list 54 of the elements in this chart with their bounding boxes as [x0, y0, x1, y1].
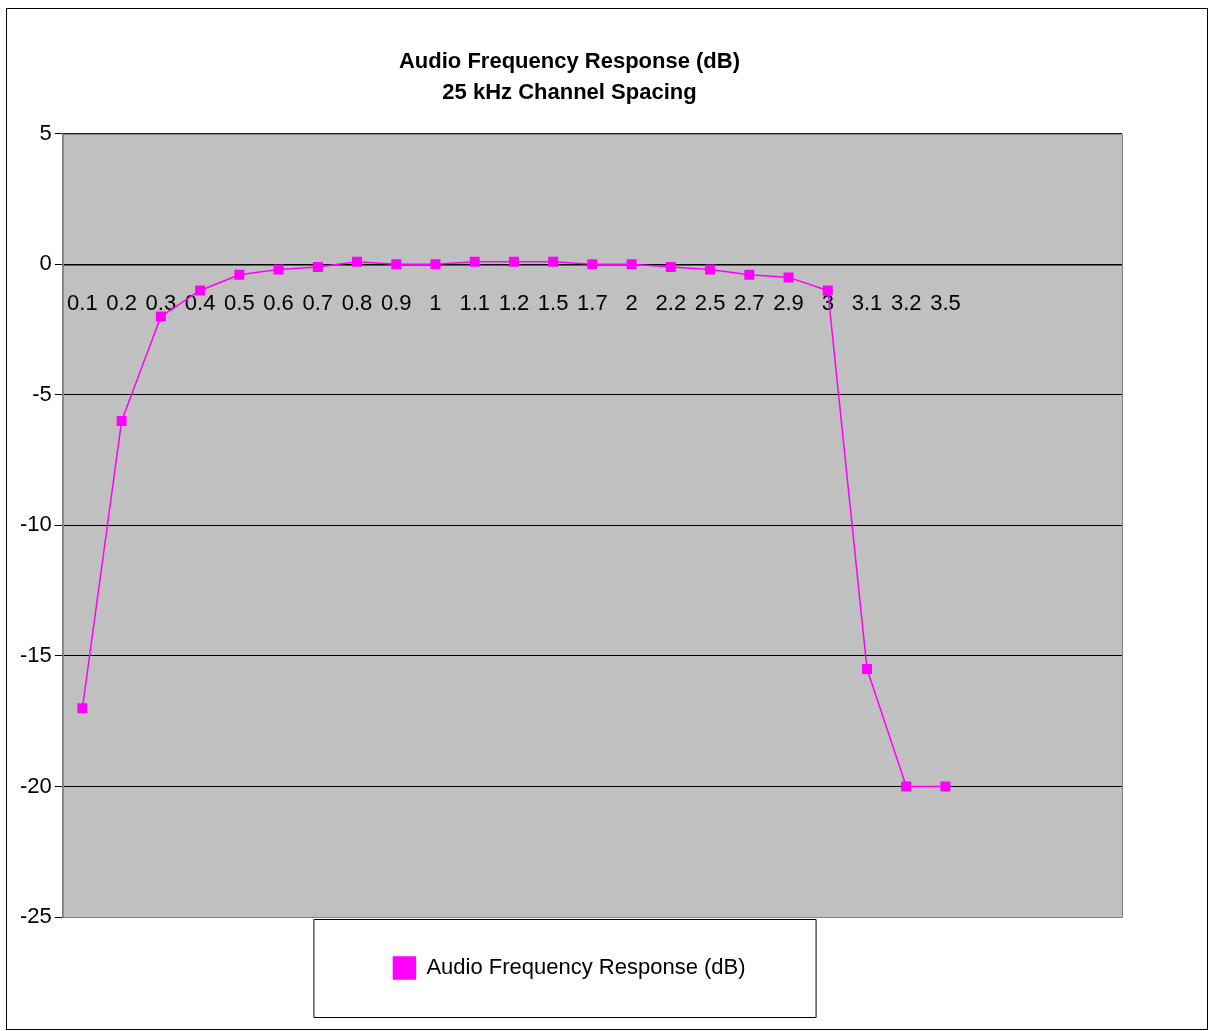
x-tick-label: 1.1 — [459, 289, 491, 315]
x-tick-label: 3.5 — [930, 289, 961, 315]
point — [705, 264, 716, 275]
x-tick-label: 3.2 — [890, 289, 922, 315]
y-tick-label: 5 — [39, 119, 52, 145]
point — [77, 703, 88, 714]
chart-subtitle: 25 kHz Channel Spacing — [442, 78, 697, 104]
point — [273, 264, 284, 275]
point — [901, 781, 912, 792]
x-tick-label: 2 — [625, 289, 638, 315]
point — [783, 272, 794, 283]
x-tick-label: 0.1 — [67, 289, 98, 315]
point — [508, 256, 519, 267]
legend-label: Audio Frequency Response (dB) — [426, 954, 746, 980]
point — [430, 259, 441, 270]
point — [155, 311, 166, 322]
x-tick-label: 0.9 — [380, 289, 412, 315]
point — [195, 285, 206, 296]
x-tick-label: 2.2 — [655, 289, 687, 315]
point — [587, 259, 598, 270]
x-tick-label: 0.3 — [145, 289, 177, 315]
x-tick-label: 2.5 — [694, 289, 726, 315]
point — [665, 261, 676, 272]
point — [862, 663, 872, 674]
point — [626, 259, 637, 270]
point — [940, 781, 951, 792]
x-tick-label: 0.5 — [224, 289, 255, 315]
point — [391, 259, 402, 270]
point — [234, 269, 245, 280]
x-tick-label: 0.7 — [302, 289, 334, 315]
x-tick-label: 1.2 — [498, 289, 530, 315]
x-tick-label: 0.8 — [341, 289, 373, 315]
y-tick-label: -20 — [20, 772, 52, 798]
y-tick-label: -25 — [20, 903, 52, 929]
x-tick-label: 3.1 — [851, 289, 883, 315]
x-tick-label: 0.4 — [184, 289, 216, 315]
y-tick-label: -10 — [20, 511, 52, 537]
x-tick-label: 2.9 — [773, 289, 804, 315]
chart-title: Audio Frequency Response (dB) — [398, 48, 741, 74]
point — [352, 256, 363, 267]
x-tick-label: 1.7 — [577, 289, 608, 315]
x-tick-label: 0.2 — [106, 289, 137, 315]
point — [116, 415, 127, 426]
y-tick-label: -5 — [32, 380, 52, 406]
point — [312, 261, 323, 272]
point — [744, 269, 755, 280]
x-tick-label: 1.5 — [537, 289, 569, 315]
y-tick-label: 0 — [39, 250, 52, 276]
point — [548, 256, 559, 267]
point — [469, 256, 480, 267]
x-tick-label: 0.6 — [263, 289, 294, 315]
y-tick-label: -15 — [20, 642, 52, 667]
x-tick-label: 2.7 — [734, 289, 765, 315]
x-tick-label: 1 — [429, 289, 442, 315]
